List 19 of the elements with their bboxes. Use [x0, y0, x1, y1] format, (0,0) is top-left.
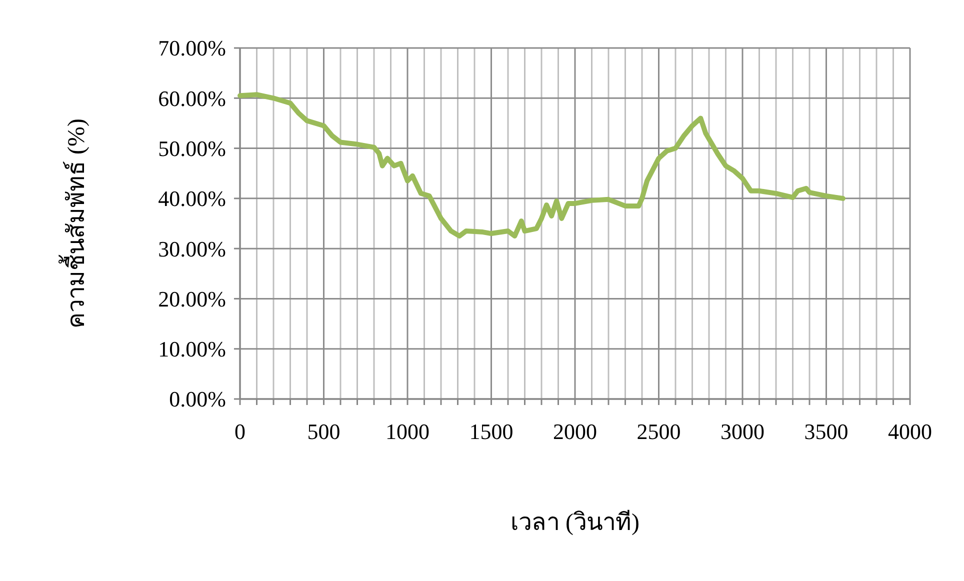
x-tick-label: 1500: [469, 419, 514, 444]
x-tick-label: 2000: [553, 419, 597, 444]
y-tick-label: 50.00%: [158, 136, 226, 161]
x-tick-label: 2500: [636, 419, 681, 444]
x-tick-label: 3500: [804, 419, 848, 444]
y-tick-label: 0.00%: [169, 386, 226, 412]
y-tick-label: 10.00%: [158, 336, 226, 362]
x-tick-label: 1000: [386, 419, 430, 444]
x-tick-label: 3000: [720, 419, 764, 444]
x-tick-label: 0: [234, 419, 246, 444]
y-axis-title: ความชื้นสัมพัทธ์ (%): [58, 118, 90, 328]
x-axis-title: เวลา (วินาที): [510, 509, 640, 536]
y-tick-label: 70.00%: [158, 36, 226, 61]
y-tick-label: 40.00%: [158, 186, 226, 212]
y-tick-label: 20.00%: [158, 286, 226, 312]
y-tick-label: 60.00%: [158, 86, 226, 111]
y-tick-label: 30.00%: [158, 236, 226, 262]
x-tick-label: 500: [307, 419, 340, 444]
x-tick-label: 4000: [888, 419, 932, 444]
